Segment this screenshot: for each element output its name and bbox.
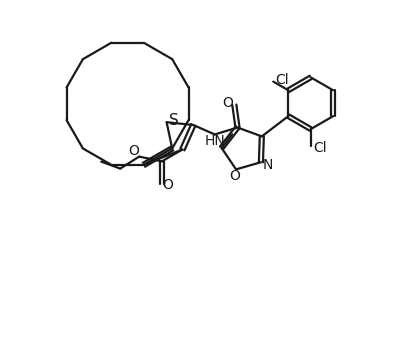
- Text: O: O: [128, 144, 139, 158]
- Text: O: O: [222, 96, 233, 110]
- Text: N: N: [263, 158, 273, 172]
- Text: HN: HN: [204, 134, 225, 148]
- Text: O: O: [162, 178, 173, 192]
- Text: Cl: Cl: [313, 141, 327, 155]
- Text: S: S: [169, 113, 178, 128]
- Text: O: O: [230, 169, 240, 183]
- Text: Cl: Cl: [275, 73, 289, 87]
